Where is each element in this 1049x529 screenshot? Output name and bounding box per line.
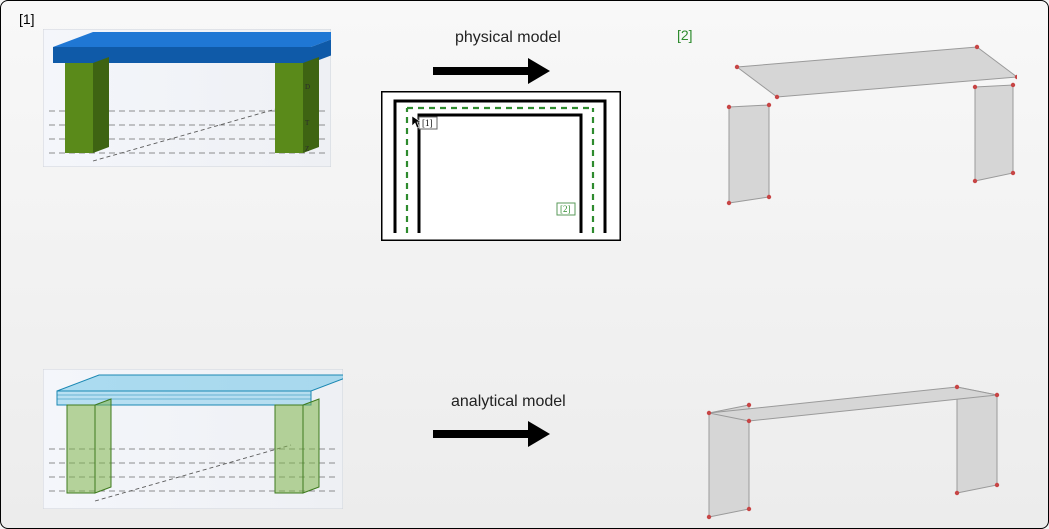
surface-model-analytical: [659, 367, 1019, 527]
inner-ref-2: [2]: [560, 204, 571, 214]
analytical-model-label: analytical model: [451, 393, 566, 411]
svg-text:Z: Z: [305, 145, 309, 153]
physical-model-label: physical model: [455, 29, 561, 47]
physical-3d-model: D T Z: [43, 29, 331, 167]
surface-model-physical: [677, 37, 1017, 217]
svg-text:T: T: [305, 119, 310, 127]
ref-1-label: [1]: [19, 11, 35, 27]
svg-text:D: D: [305, 83, 310, 91]
inner-ref-1: [1]: [422, 118, 433, 128]
arrow-top: [433, 56, 563, 86]
arrow-bottom: [433, 419, 563, 449]
analytical-3d-model: [43, 369, 343, 509]
section-diagram: [1] [2]: [381, 91, 621, 241]
figure-canvas: [1] [2] physical model analytical model: [0, 0, 1049, 529]
